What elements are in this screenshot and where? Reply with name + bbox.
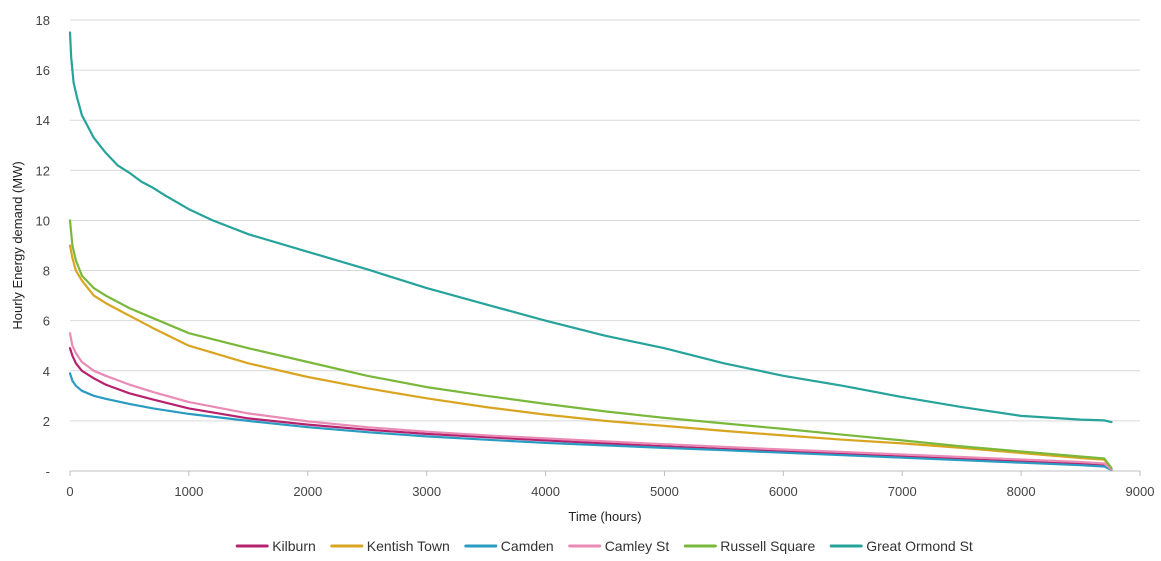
x-tick-label: 2000 [293,484,322,499]
legend-label: Kentish Town [367,538,450,554]
legend-item: Kilburn [235,538,316,554]
x-tick-label: 0 [66,484,73,499]
series-line-1 [68,244,1113,470]
x-axis-title: Time (hours) [568,509,641,524]
y-tick-label: 16 [36,63,50,78]
y-tick-label: 10 [36,213,50,228]
series-line-0 [68,347,1113,471]
x-tick-label: 1000 [174,484,203,499]
x-tick-label: 4000 [531,484,560,499]
legend-item: Camden [464,538,554,554]
x-axis-ticks: 0 1000 2000 3000 4000 5000 6000 7000 8000 9000 [66,471,1154,499]
legend-label: Great Ormond St [866,538,973,554]
y-axis-ticks: - 2 4 6 8 10 12 14 16 18 [36,13,50,479]
y-tick-label: 2 [43,414,50,429]
x-tick-label: 3000 [412,484,441,499]
gridlines [70,19,1140,472]
x-tick-label: 8000 [1007,484,1036,499]
legend-label: Camley St [605,538,670,554]
legend-item: Great Ormond St [829,538,973,554]
y-tick-label: 12 [36,163,50,178]
series-line-3 [68,332,1113,471]
x-tick-label: 7000 [888,484,917,499]
series-line-4 [68,219,1113,470]
legend: Kilburn Kentish Town Camden Camley St Russel… [235,538,973,554]
legend-item: Camley St [568,538,670,554]
legend-item: Russell Square [683,538,815,554]
legend-label: Kilburn [272,538,316,554]
x-tick-label: 6000 [769,484,798,499]
y-tick-label: 4 [43,364,50,379]
series-line-5 [68,31,1113,424]
series-lines [68,31,1113,472]
x-tick-label: 9000 [1126,484,1155,499]
x-tick-label: 5000 [650,484,679,499]
legend-label: Camden [501,538,554,554]
y-axis-title: Hourly Energy demand (MW) [10,161,25,329]
y-tick-label: 14 [36,113,50,128]
legend-item: Kentish Town [330,538,450,554]
y-tick-label: 6 [43,314,50,329]
y-tick-label: 18 [36,13,50,28]
y-tick-label: 8 [43,264,50,279]
legend-label: Russell Square [720,538,815,554]
series-line-2 [68,372,1113,472]
y-tick-label: - [46,464,50,479]
